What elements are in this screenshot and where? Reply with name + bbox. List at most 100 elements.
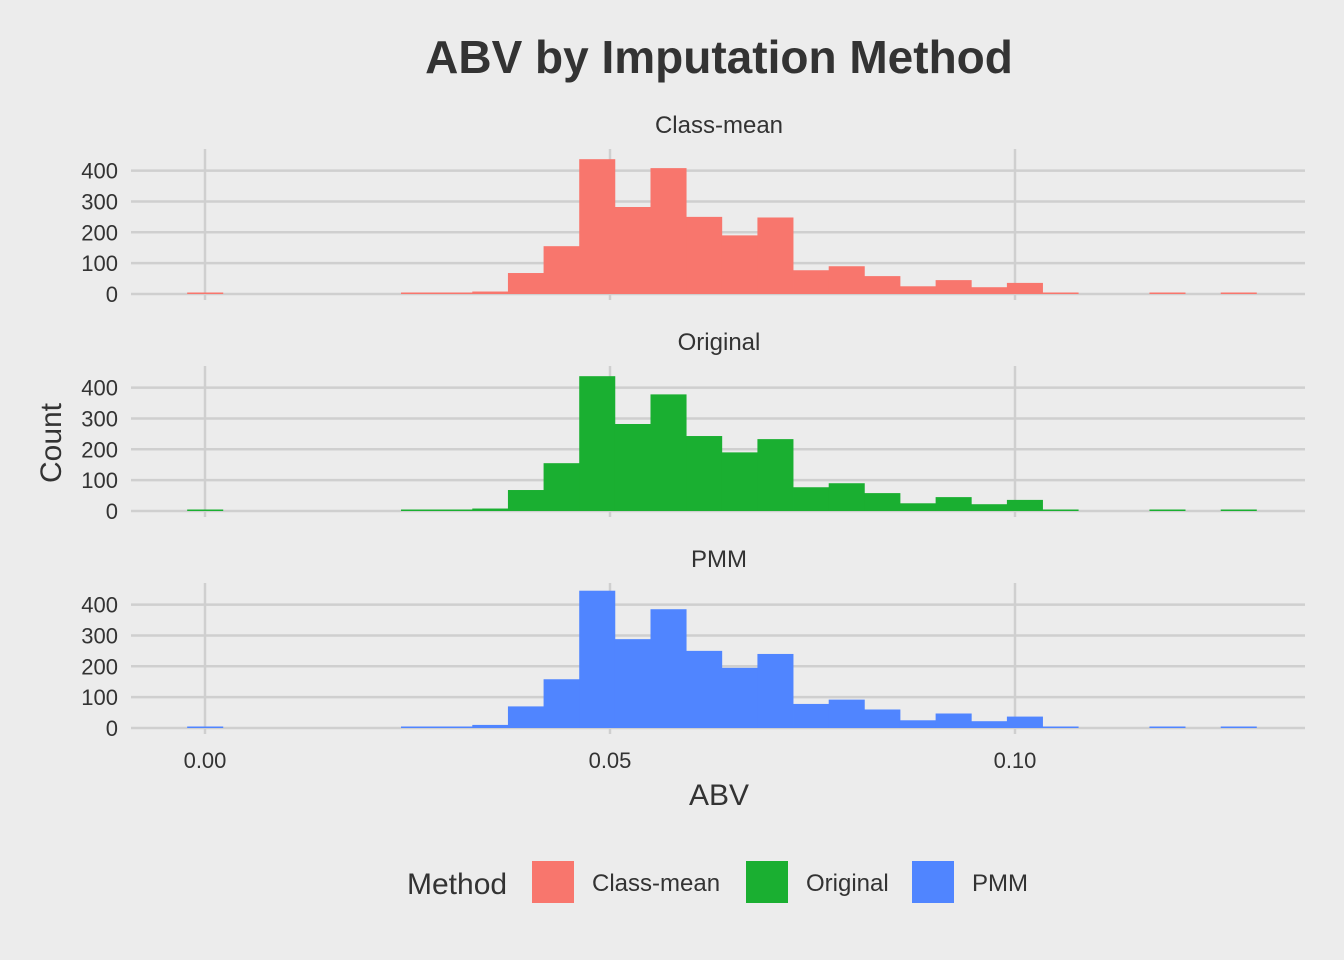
histogram-bar [828, 266, 865, 294]
histogram-bar [1042, 726, 1079, 728]
histogram-bar [1006, 716, 1043, 728]
histogram-bar [1006, 499, 1043, 511]
histogram-bar [187, 509, 224, 511]
histogram-bar [686, 436, 723, 511]
y-tick-label: 0 [106, 499, 118, 524]
histogram-bar [614, 207, 651, 294]
y-tick-label: 0 [106, 716, 118, 741]
histogram-bar [793, 487, 830, 511]
facet-strip-label: Original [678, 329, 761, 356]
histogram-bar [401, 292, 438, 294]
histogram-bar [436, 726, 473, 728]
panel-original: Original 0 100 200 300 400 [81, 329, 1305, 524]
x-tick-label: 0.00 [184, 748, 227, 773]
y-tick-label: 100 [81, 468, 118, 493]
panel-pmm: PMM 0 100 200 300 400 [81, 546, 1305, 741]
histogram-bar [1220, 726, 1257, 728]
histogram-bar [757, 217, 794, 294]
histogram-bar [721, 235, 758, 294]
histogram-bar [935, 713, 972, 728]
histogram-bar [935, 497, 972, 511]
histogram-bar [828, 483, 865, 511]
x-axis-title: ABV [689, 779, 749, 812]
histogram-bar [793, 270, 830, 294]
y-tick-label: 200 [81, 220, 118, 245]
x-axis: 0.00 0.05 0.10 [184, 748, 1037, 773]
histogram-bar [1006, 282, 1043, 294]
histogram-bar [472, 724, 509, 728]
panel-class-mean: Class-mean 0 100 200 300 400 [81, 112, 1305, 307]
histogram-bar [187, 292, 224, 294]
y-tick-label: 100 [81, 251, 118, 276]
histogram-bar [543, 679, 580, 728]
histogram-bar [579, 590, 616, 728]
histogram-bar [1149, 509, 1186, 511]
histogram-bar [757, 653, 794, 728]
legend-key-class-mean [532, 861, 574, 903]
histogram-bar [686, 216, 723, 294]
histogram-bar [614, 424, 651, 511]
histogram-bar [579, 376, 616, 511]
histogram-bar [472, 508, 509, 511]
histogram-bar [899, 286, 937, 294]
histogram-bar [1042, 509, 1079, 511]
chart-title: ABV by Imputation Method [425, 31, 1013, 83]
histogram-bar [864, 276, 901, 294]
histogram-bar [187, 726, 224, 728]
histogram-bar [436, 509, 473, 511]
histogram-bar [971, 287, 1008, 294]
y-tick-label: 300 [81, 623, 118, 648]
histogram-bar [650, 609, 687, 728]
histogram-bar [686, 650, 723, 728]
histogram-bar [401, 509, 438, 511]
histogram-bar [543, 463, 580, 511]
histogram-bar [864, 709, 901, 728]
y-tick-label: 100 [81, 685, 118, 710]
histogram-bar [1220, 509, 1257, 511]
histogram-bar [935, 280, 972, 294]
histogram-bar [401, 726, 438, 728]
y-tick-label: 200 [81, 437, 118, 462]
legend-key-original [746, 861, 788, 903]
histogram-bar [1220, 292, 1257, 294]
y-axis-title: Count [35, 402, 68, 483]
legend: Method Class-mean Original PMM [407, 861, 1028, 903]
legend-key-pmm [912, 861, 954, 903]
histogram-bar [436, 292, 473, 294]
y-tick-label: 400 [81, 593, 118, 618]
histogram-bar [1042, 292, 1079, 294]
y-tick-label: 400 [81, 159, 118, 184]
histogram-bar [507, 706, 544, 728]
histogram-bar [472, 291, 509, 294]
histogram-bar [828, 699, 865, 728]
histogram-bar [899, 720, 937, 728]
histogram-bar [579, 159, 616, 294]
histogram-bar [650, 168, 687, 294]
y-tick-label: 200 [81, 654, 118, 679]
histogram-bar [1149, 726, 1186, 728]
facet-strip-label: PMM [691, 546, 747, 573]
histogram-bar [864, 493, 901, 511]
legend-label: PMM [972, 870, 1028, 897]
histogram-bar [899, 503, 937, 511]
legend-title: Method [407, 868, 507, 901]
histogram-bar [507, 490, 544, 511]
histogram-bar [650, 394, 687, 511]
x-tick-label: 0.05 [589, 748, 632, 773]
y-tick-label: 400 [81, 376, 118, 401]
histogram-bar [971, 721, 1008, 728]
facet-strip-label: Class-mean [655, 112, 783, 139]
facet-panels: Class-mean 0 100 200 300 400 Original 0 100 200 30… [81, 112, 1305, 773]
histogram-bar [614, 639, 651, 728]
histogram-bar [1149, 292, 1186, 294]
histogram-bar [507, 273, 544, 294]
x-tick-label: 0.10 [994, 748, 1037, 773]
legend-label: Original [806, 870, 889, 897]
histogram-bar [757, 439, 794, 511]
histogram-bar [721, 452, 758, 511]
y-tick-label: 300 [81, 406, 118, 431]
legend-label: Class-mean [592, 870, 720, 897]
y-tick-label: 0 [106, 282, 118, 307]
histogram-bar [793, 703, 830, 728]
